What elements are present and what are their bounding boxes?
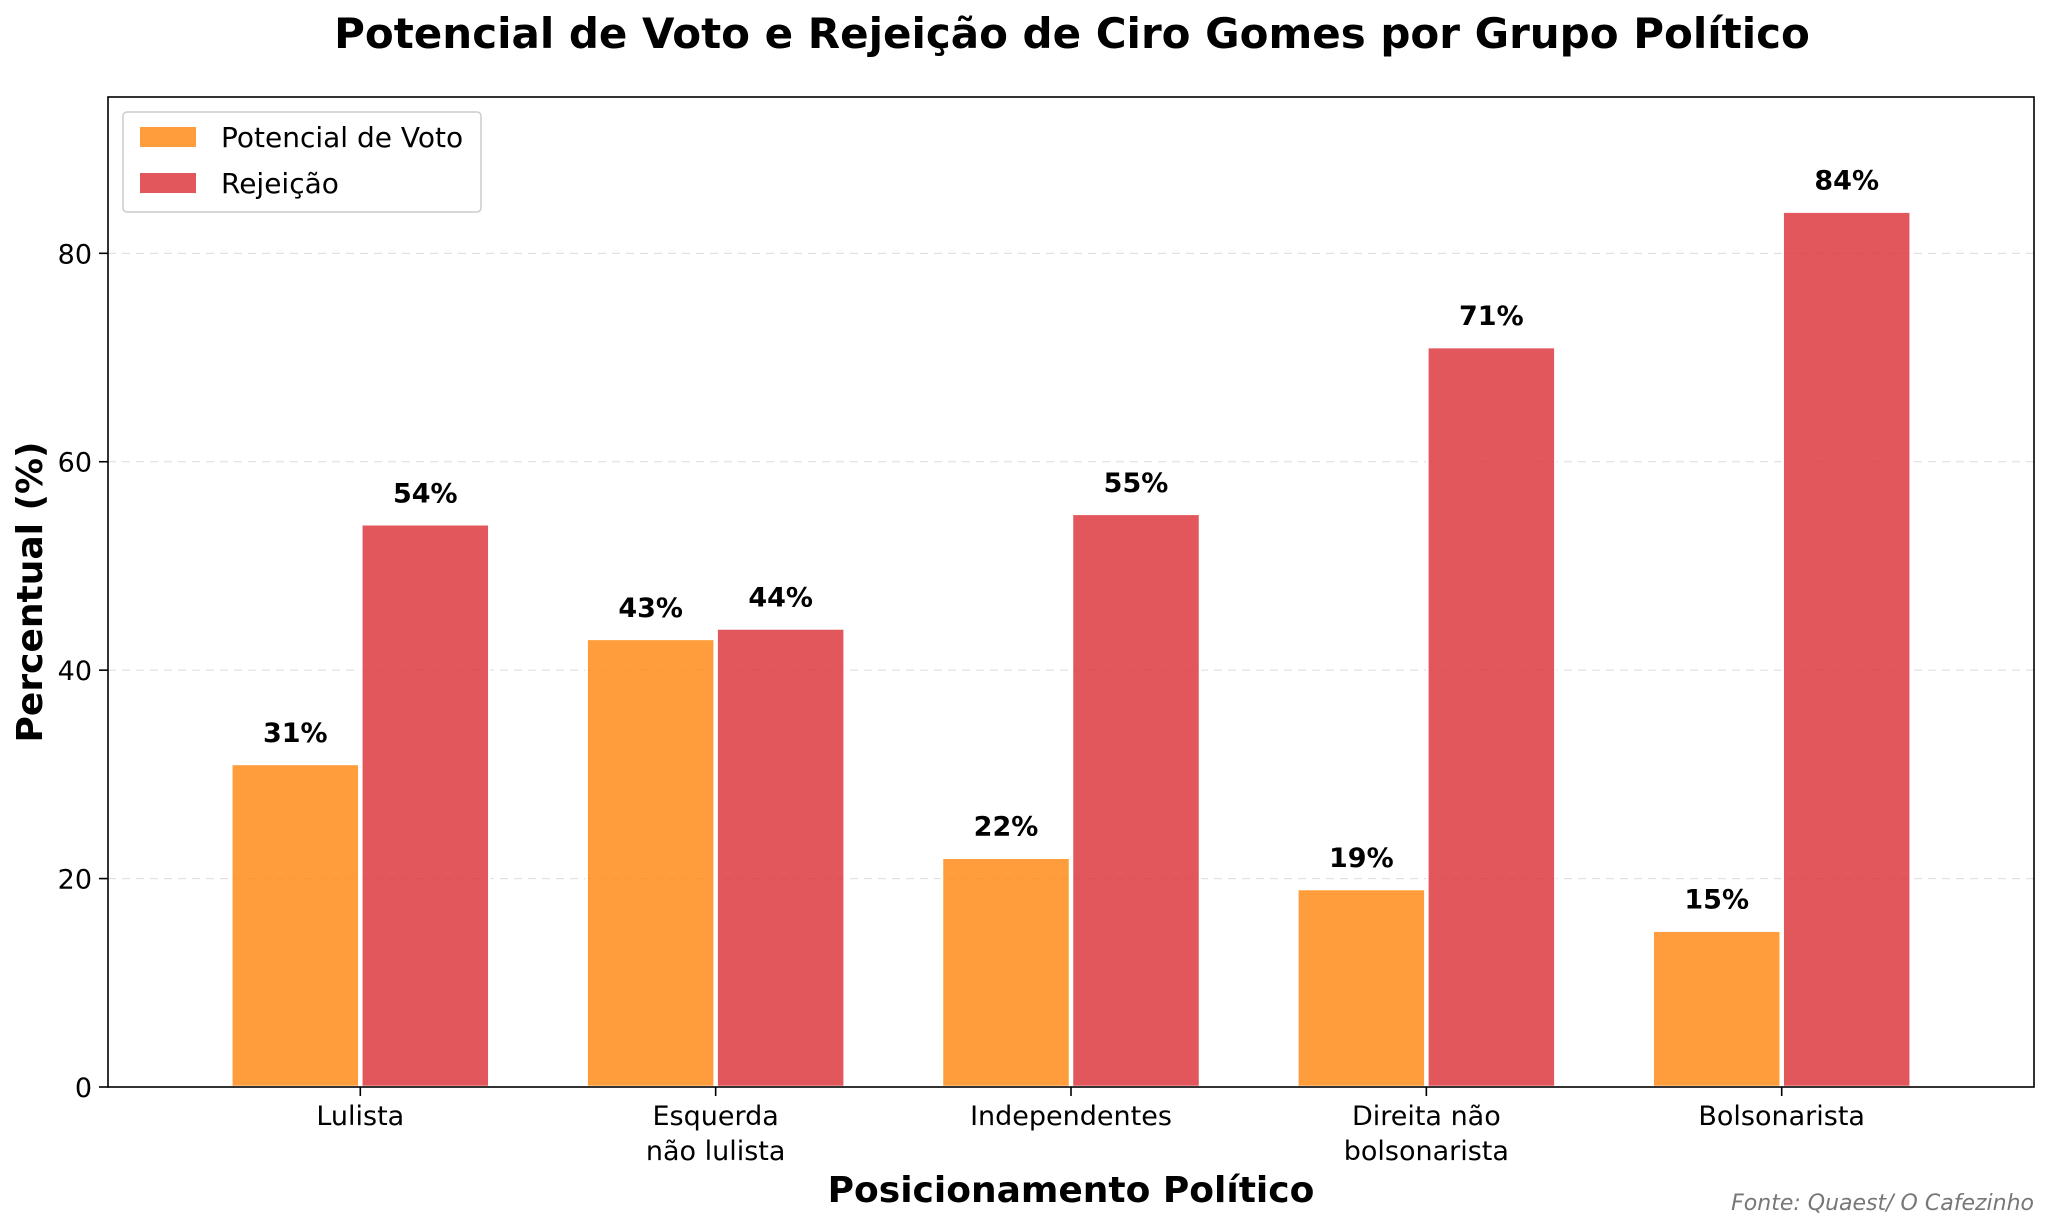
x-tick-label: Esquerda	[652, 1101, 778, 1132]
y-tick-label: 40	[58, 656, 92, 687]
bar-potencial	[1651, 929, 1782, 1089]
bar-rejeicao	[1781, 210, 1912, 1089]
y-tick-label: 0	[75, 1073, 92, 1104]
bar-potencial	[230, 762, 361, 1089]
legend-swatch-rejeicao	[140, 173, 196, 193]
source-note: Fonte: Quaest/ O Cafezinho	[1731, 1191, 2034, 1216]
bar-value-label: 71%	[1459, 301, 1524, 332]
bar-value-label: 31%	[263, 718, 328, 749]
bar-rejeicao	[1426, 345, 1557, 1089]
bar-value-label: 19%	[1329, 843, 1394, 874]
bar-rejeicao	[1070, 512, 1202, 1089]
x-tick-label: Independentes	[970, 1101, 1172, 1132]
x-tick-label: bolsonarista	[1344, 1136, 1509, 1167]
x-axis: Lulista Esquerda não lulista Independentes D…	[316, 1087, 1865, 1167]
y-axis-label: Percentual (%)	[10, 442, 51, 743]
legend-label-rejeicao: Rejeição	[221, 167, 339, 200]
bar-value-label: 43%	[618, 593, 683, 624]
bar-rejeicao	[360, 523, 491, 1089]
y-axis: 0 20 40 60 80	[58, 239, 108, 1104]
x-tick-label: Bolsonarista	[1698, 1101, 1865, 1132]
x-tick-label: Direita não	[1352, 1101, 1501, 1132]
bars	[230, 210, 1912, 1089]
x-tick-label: não lulista	[646, 1136, 786, 1167]
legend: Potencial de Voto Rejeição	[122, 111, 482, 213]
bar-value-label: 55%	[1104, 468, 1169, 499]
chart-title: Potencial de Voto e Rejeição de Ciro Gom…	[334, 9, 1810, 58]
bar-potencial	[940, 856, 1072, 1089]
legend-frame	[122, 111, 482, 213]
bar-rejeicao	[715, 627, 846, 1089]
bar-potencial	[1296, 887, 1427, 1089]
bar-value-label: 84%	[1814, 166, 1879, 197]
legend-label-potencial: Potencial de Voto	[221, 121, 463, 154]
bar-value-label: 44%	[748, 582, 813, 613]
bar-potencial	[585, 637, 716, 1089]
bar-value-label: 22%	[974, 812, 1039, 843]
y-tick-label: 80	[58, 239, 92, 270]
y-tick-label: 60	[58, 448, 92, 479]
x-axis-label: Posicionamento Político	[828, 1170, 1315, 1211]
bar-value-label: 54%	[393, 478, 458, 509]
data-labels: 31% 54% 43% 44% 22% 55% 19% 71% 15% 84%	[263, 166, 1879, 916]
bar-value-label: 15%	[1684, 885, 1749, 916]
x-tick-label: Lulista	[316, 1101, 404, 1132]
y-tick-label: 20	[58, 865, 92, 896]
legend-swatch-potencial	[140, 127, 196, 147]
